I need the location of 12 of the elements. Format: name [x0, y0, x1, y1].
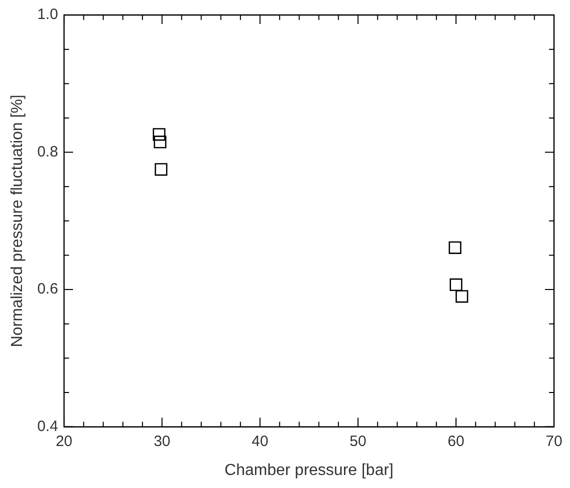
x-tick-label: 70 [546, 432, 562, 450]
x-tick-label: 20 [56, 432, 72, 450]
x-tick-label: 50 [350, 432, 366, 450]
x-tick-label: 40 [252, 432, 268, 450]
x-axis-title: Chamber pressure [bar] [224, 462, 394, 479]
x-tick-label: 30 [154, 432, 170, 450]
y-tick-label: 1.0 [37, 6, 58, 24]
y-tick-label: 0.6 [37, 280, 58, 298]
y-tick-label: 0.8 [37, 143, 58, 160]
y-tick-label: 0.4 [37, 418, 58, 435]
x-tick-label: 60 [448, 432, 464, 450]
y-axis-title: Normalized pressure fluctuation [%] [9, 94, 26, 348]
